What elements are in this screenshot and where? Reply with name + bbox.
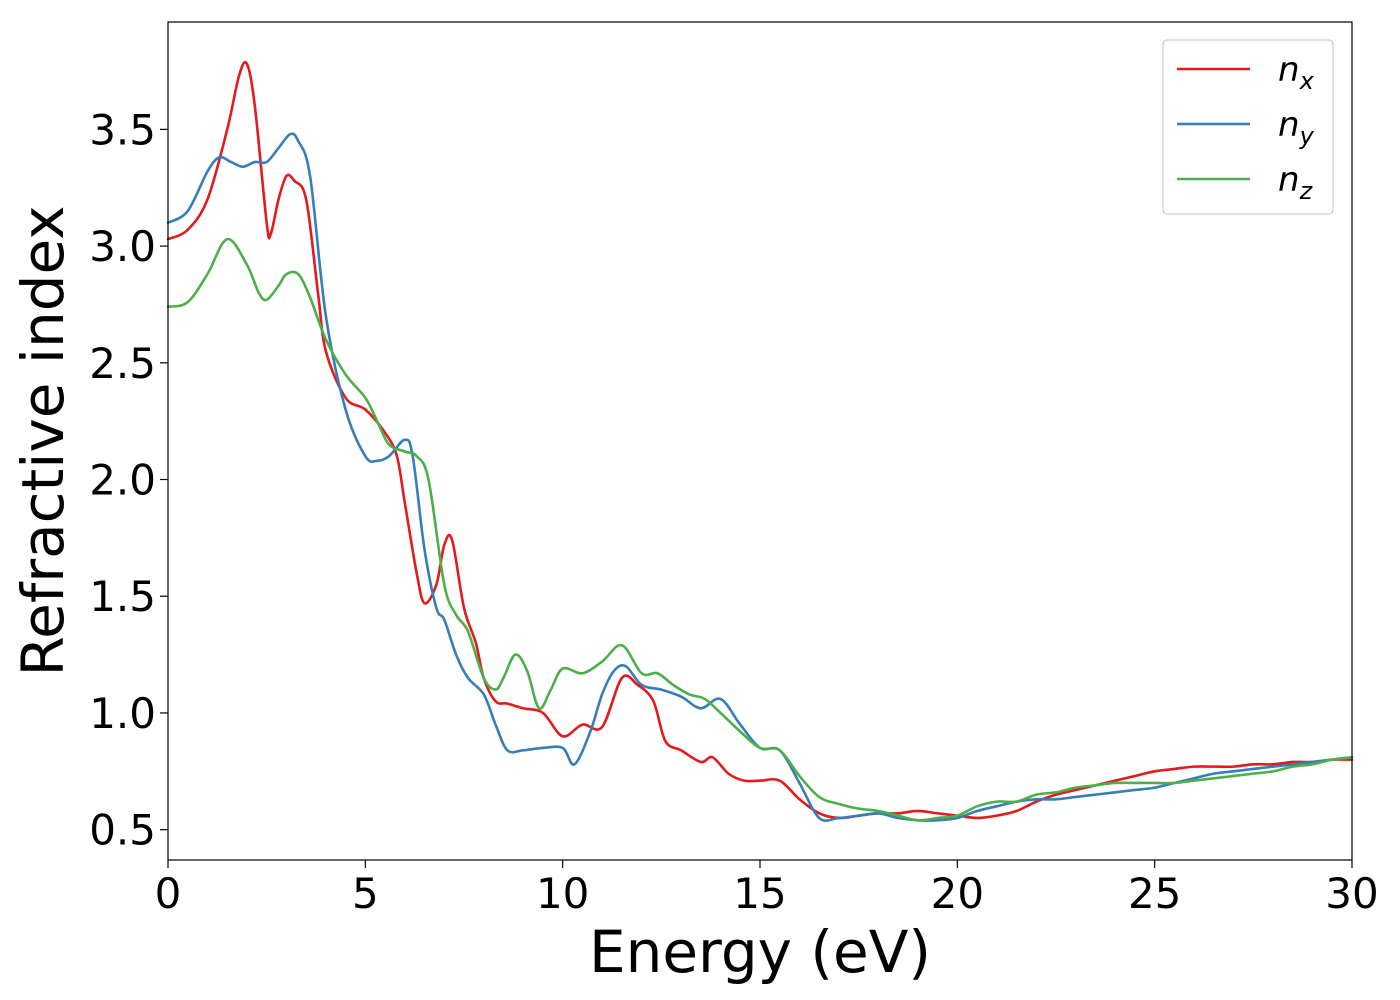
- y-tick-label: 3.0: [89, 222, 156, 271]
- x-tick-label: 0: [155, 869, 182, 918]
- x-axis-title: Energy (eV): [589, 918, 931, 986]
- legend-box: [1162, 39, 1334, 215]
- legend-label-y: ny: [1278, 105, 1315, 150]
- series-line-y: [166, 132, 1354, 822]
- legend-label-z: nz: [1278, 160, 1314, 205]
- y-tick-label: 0.5: [89, 806, 156, 855]
- y-tick-label: 3.5: [89, 105, 156, 154]
- y-tick-label: 2.0: [89, 456, 156, 505]
- x-tick-label: 25: [1128, 869, 1181, 918]
- x-tick-label: 10: [536, 869, 589, 918]
- legend: nx ny nz: [1162, 39, 1334, 215]
- series-line-z: [166, 237, 1354, 822]
- series-layer: [166, 60, 1354, 822]
- x-tick-label: 15: [733, 869, 786, 918]
- y-tick-label: 2.5: [89, 339, 156, 388]
- y-tick-label: 1.5: [89, 572, 156, 621]
- x-tick-label: 20: [931, 869, 984, 918]
- ticks-layer: 0 5 10 15 20 25 30 0.5 1.0 1.5 2.0 2.5 3.0 3.5: [89, 105, 1379, 918]
- legend-label-x: nx: [1278, 50, 1315, 95]
- y-tick-label: 1.0: [89, 689, 156, 738]
- x-tick-label: 5: [352, 869, 379, 918]
- y-axis-title: Refractive index: [9, 205, 77, 676]
- x-tick-label: 30: [1325, 869, 1378, 918]
